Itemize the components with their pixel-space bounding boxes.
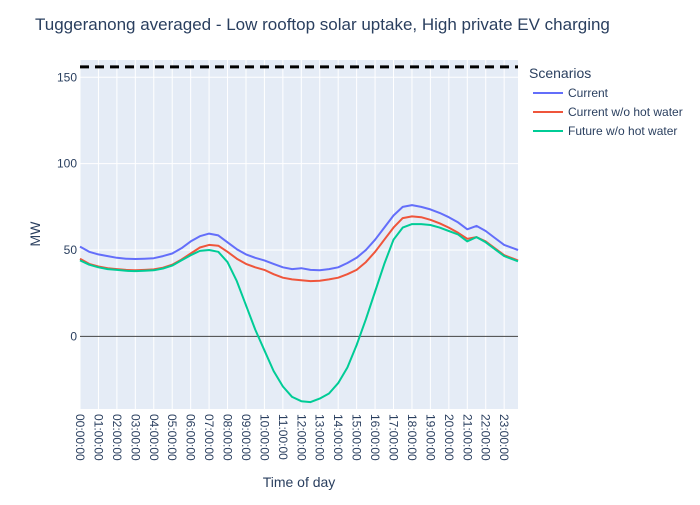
x-tick-label: 16:00:00 [368,414,382,461]
x-tick-label: 18:00:00 [405,414,419,461]
legend[interactable]: Scenarios Current Current w/o hot water Fu… [529,65,683,138]
series-line-1[interactable] [79,204,519,272]
x-axis-label: Time of day [263,474,336,490]
legend-item[interactable]: Current w/o hot water [533,105,683,119]
legend-label: Future w/o hot water [568,124,677,138]
y-tick-label: 150 [57,70,77,84]
y-tick-label: 50 [64,243,78,257]
y-axis-label: MW [27,221,43,247]
x-tick-label: 02:00:00 [110,414,124,461]
x-tick-label: 21:00:00 [460,414,474,461]
series-lines [79,204,519,404]
x-tick-label: 13:00:00 [313,414,327,461]
x-tick-label: 09:00:00 [239,414,253,461]
x-axis-ticks: 00:00:00 01:00:00 02:00:00 03:00:00 04:00:00… [73,414,511,461]
y-axis-ticks: 0 50 100 150 [57,70,77,343]
x-tick-label: 20:00:00 [442,414,456,461]
y-tick-label: 0 [70,329,77,343]
plot-area [80,60,518,409]
x-tick-label: 07:00:00 [202,414,216,461]
x-tick-label: 03:00:00 [128,414,142,461]
legend-title: Scenarios [529,65,591,81]
legend-label: Current w/o hot water [568,105,683,119]
x-tick-label: 22:00:00 [479,414,493,461]
chart-title: Tuggeranong averaged - Low rooftop solar… [35,15,610,34]
x-tick-label: 17:00:00 [387,414,401,461]
x-tick-label: 23:00:00 [497,414,511,461]
x-tick-label: 08:00:00 [221,414,235,461]
x-tick-label: 05:00:00 [165,414,179,461]
x-tick-label: 01:00:00 [91,414,105,461]
x-tick-label: 19:00:00 [423,414,437,461]
y-tick-label: 100 [57,157,77,171]
x-tick-label: 06:00:00 [184,414,198,461]
x-tick-label: 15:00:00 [350,414,364,461]
x-tick-label: 04:00:00 [147,414,161,461]
x-tick-label: 00:00:00 [73,414,87,461]
x-tick-label: 14:00:00 [331,414,345,461]
x-tick-label: 10:00:00 [257,414,271,461]
x-tick-label: 12:00:00 [294,414,308,461]
x-tick-label: 11:00:00 [276,414,290,460]
legend-label: Current [568,86,609,100]
legend-item[interactable]: Future w/o hot water [533,124,677,138]
legend-item[interactable]: Current [533,86,609,100]
series-line-3[interactable] [79,223,519,404]
